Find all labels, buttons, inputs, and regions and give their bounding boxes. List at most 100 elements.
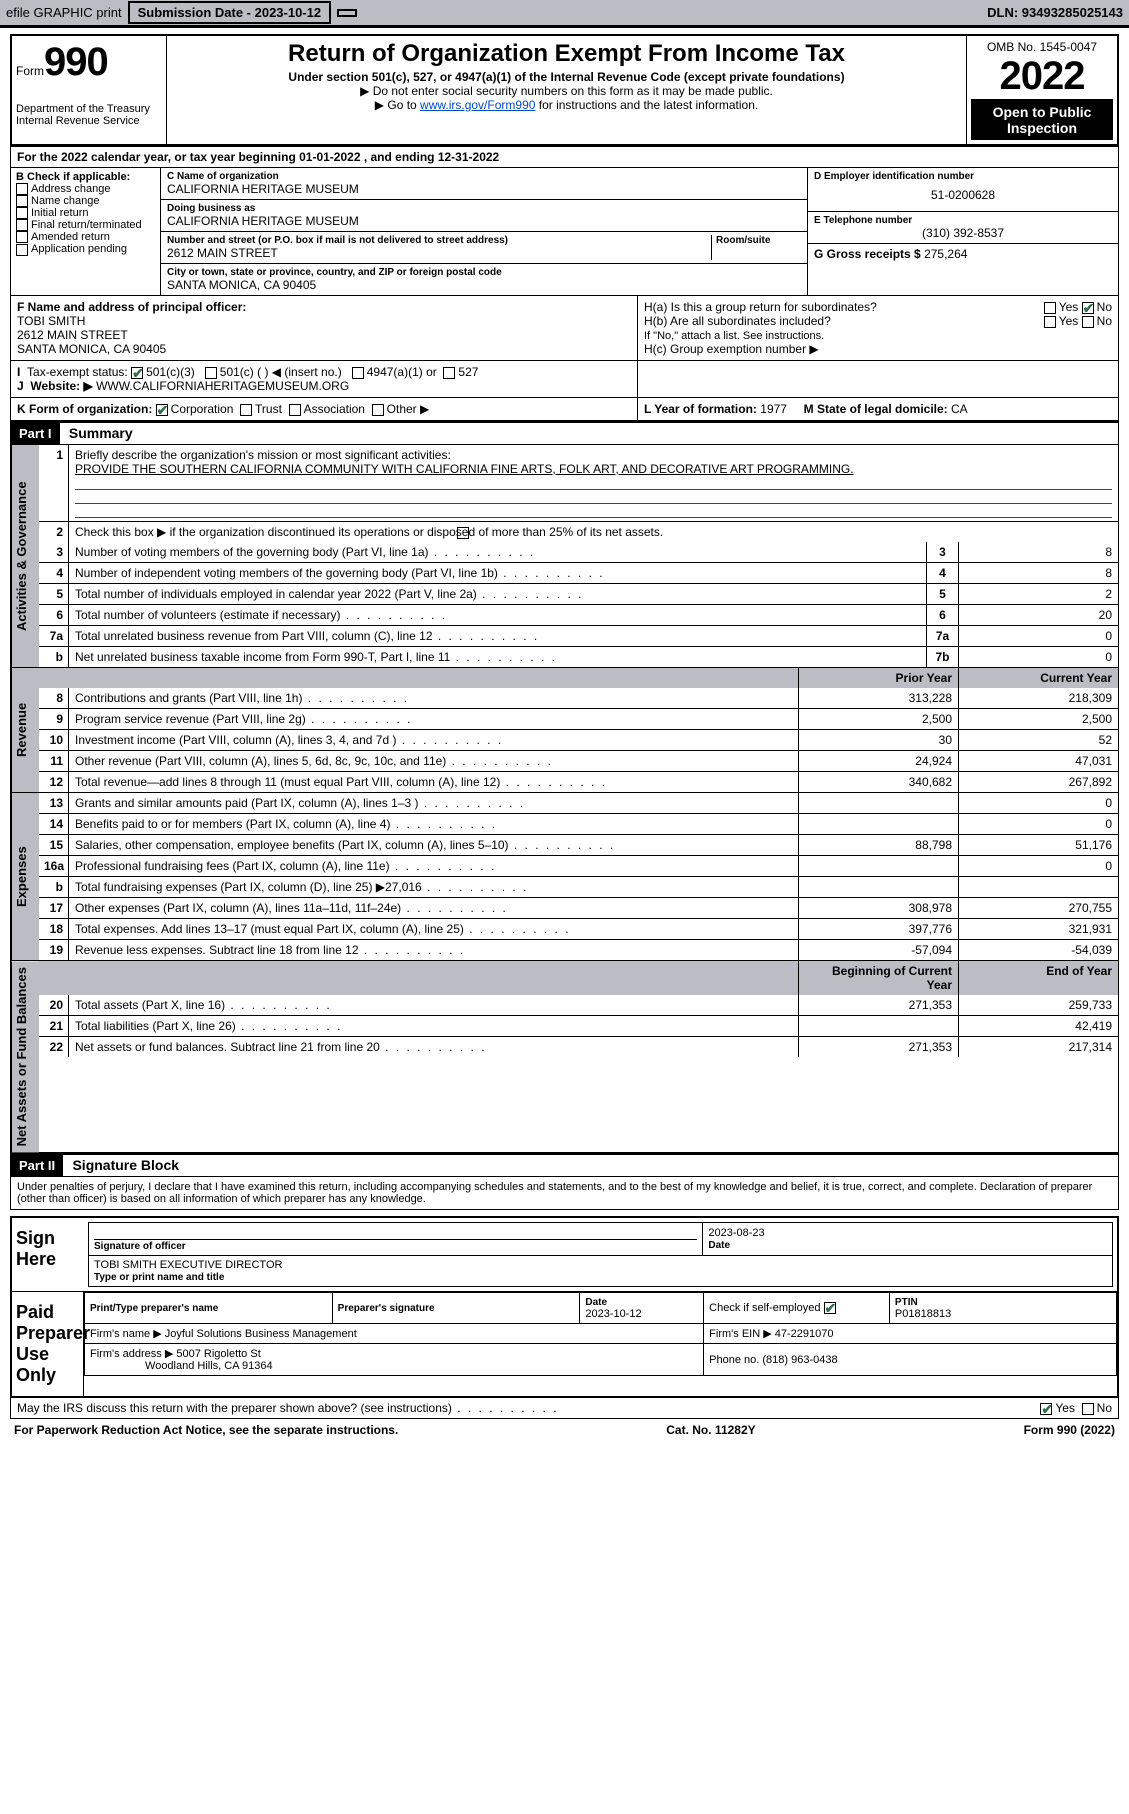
- governance-section: Activities & Governance 1 Briefly descri…: [10, 445, 1119, 668]
- cb-self-employed[interactable]: [824, 1302, 836, 1314]
- box-f: F Name and address of principal officer:…: [11, 296, 638, 360]
- table-row: 18Total expenses. Add lines 13–17 (must …: [39, 918, 1118, 939]
- sign-here-label: Sign Here: [12, 1218, 84, 1291]
- part2-header: Part II: [11, 1155, 63, 1176]
- cb-501c3[interactable]: [131, 367, 143, 379]
- table-row: 9Program service revenue (Part VIII, lin…: [39, 708, 1118, 729]
- box-d-e-g: D Employer identification number 51-0200…: [808, 168, 1118, 295]
- mission-text: PROVIDE THE SOUTHERN CALIFORNIA COMMUNIT…: [75, 462, 854, 476]
- checkbox-name-change[interactable]: [16, 195, 28, 207]
- top-bar: efile GRAPHIC print Submission Date - 20…: [0, 0, 1129, 28]
- info-grid: B Check if applicable: Address change Na…: [10, 168, 1119, 296]
- officer-sig-name: TOBI SMITH EXECUTIVE DIRECTOR: [94, 1259, 282, 1271]
- penalty-text: Under penalties of perjury, I declare th…: [10, 1177, 1119, 1210]
- table-row: 12Total revenue—add lines 8 through 11 (…: [39, 771, 1118, 792]
- revenue-section: Revenue Prior Year Current Year 8Contrib…: [10, 668, 1119, 793]
- discuss-yes[interactable]: [1040, 1403, 1052, 1415]
- form-subtitle: Under section 501(c), 527, or 4947(a)(1)…: [171, 70, 962, 84]
- sidebar-net-assets: Net Assets or Fund Balances: [11, 961, 39, 1152]
- gov-value: 0: [958, 647, 1118, 667]
- checkbox-pending[interactable]: [16, 244, 28, 256]
- org-name: CALIFORNIA HERITAGE MUSEUM: [167, 182, 801, 196]
- cb-trust[interactable]: [240, 404, 252, 416]
- page-footer: For Paperwork Reduction Act Notice, see …: [10, 1419, 1119, 1441]
- prep-date: 2023-10-12: [585, 1308, 641, 1320]
- cb-discontinued[interactable]: [457, 527, 469, 539]
- tax-year: 2022: [971, 54, 1113, 100]
- firm-addr: 5007 Rigoletto St: [176, 1348, 260, 1360]
- ein: 51-0200628: [814, 182, 1112, 208]
- discuss-no[interactable]: [1082, 1403, 1094, 1415]
- sidebar-governance: Activities & Governance: [11, 445, 39, 667]
- table-row: 21Total liabilities (Part X, line 26)42,…: [39, 1015, 1118, 1036]
- table-row: 22Net assets or fund balances. Subtract …: [39, 1036, 1118, 1057]
- net-assets-section: Net Assets or Fund Balances Beginning of…: [10, 961, 1119, 1153]
- firm-name: Joyful Solutions Business Management: [165, 1328, 357, 1340]
- ha-no[interactable]: [1082, 302, 1094, 314]
- open-inspection: Open to Public Inspection: [971, 100, 1113, 140]
- table-row: 20Total assets (Part X, line 16)271,3532…: [39, 995, 1118, 1015]
- table-row: 15Salaries, other compensation, employee…: [39, 834, 1118, 855]
- table-row: 11Other revenue (Part VIII, column (A), …: [39, 750, 1118, 771]
- table-row: 10Investment income (Part VIII, column (…: [39, 729, 1118, 750]
- gov-value: 0: [958, 626, 1118, 646]
- form-header: Form990 Department of the Treasury Inter…: [10, 34, 1119, 147]
- table-row: bTotal fundraising expenses (Part IX, co…: [39, 876, 1118, 897]
- box-b: B Check if applicable: Address change Na…: [11, 168, 161, 295]
- note-2: ▶ Go to www.irs.gov/Form990 for instruct…: [171, 98, 962, 112]
- gov-value: 2: [958, 584, 1118, 604]
- box-i-j: I Tax-exempt status: 501(c)(3) 501(c) ( …: [10, 361, 1119, 398]
- hb-yes[interactable]: [1044, 316, 1056, 328]
- box-f-h: F Name and address of principal officer:…: [10, 296, 1119, 361]
- ptin: P01818813: [895, 1308, 951, 1320]
- form-label: Form: [16, 64, 44, 78]
- cb-501c[interactable]: [205, 367, 217, 379]
- table-row: 16aProfessional fundraising fees (Part I…: [39, 855, 1118, 876]
- cb-corporation[interactable]: [156, 404, 168, 416]
- note-1: ▶ Do not enter social security numbers o…: [171, 84, 962, 98]
- table-row: 17Other expenses (Part IX, column (A), l…: [39, 897, 1118, 918]
- table-row: 13Grants and similar amounts paid (Part …: [39, 793, 1118, 813]
- firm-ein: 47-2291070: [775, 1328, 834, 1340]
- table-row: 14Benefits paid to or for members (Part …: [39, 813, 1118, 834]
- gov-value: 8: [958, 563, 1118, 583]
- box-h: H(a) Is this a group return for subordin…: [638, 296, 1118, 360]
- form-number: 990: [44, 40, 108, 84]
- submission-date-button[interactable]: Submission Date - 2023-10-12: [128, 1, 332, 24]
- checkbox-final-return[interactable]: [16, 219, 28, 231]
- street-address: 2612 MAIN STREET: [167, 246, 711, 260]
- paid-preparer-label: Paid Preparer Use Only: [12, 1292, 84, 1396]
- irs-link[interactable]: www.irs.gov/Form990: [420, 98, 535, 112]
- efile-label: efile GRAPHIC print: [6, 5, 122, 20]
- part1-title: Summary: [63, 422, 139, 444]
- telephone: (310) 392-8537: [814, 226, 1112, 240]
- part2-title: Signature Block: [66, 1154, 185, 1176]
- sidebar-expenses: Expenses: [11, 793, 39, 960]
- table-row: 19Revenue less expenses. Subtract line 1…: [39, 939, 1118, 960]
- dept-label: Department of the Treasury Internal Reve…: [16, 103, 162, 127]
- dba-name: CALIFORNIA HERITAGE MUSEUM: [167, 214, 801, 228]
- checkbox-address-change[interactable]: [16, 183, 28, 195]
- discuss-row: May the IRS discuss this return with the…: [10, 1398, 1119, 1419]
- state-domicile: CA: [951, 402, 968, 416]
- table-row: 8Contributions and grants (Part VIII, li…: [39, 688, 1118, 708]
- signature-block: Sign Here Signature of officer 2023-08-2…: [10, 1216, 1119, 1398]
- cb-association[interactable]: [289, 404, 301, 416]
- expenses-section: Expenses 13Grants and similar amounts pa…: [10, 793, 1119, 961]
- cb-4947[interactable]: [352, 367, 364, 379]
- hb-no[interactable]: [1082, 316, 1094, 328]
- checkbox-amended[interactable]: [16, 231, 28, 243]
- gross-receipts: 275,264: [924, 247, 967, 261]
- ha-yes[interactable]: [1044, 302, 1056, 314]
- year-formation: 1977: [760, 402, 787, 416]
- dln-label: DLN: 93493285025143: [987, 5, 1123, 20]
- sig-date: 2023-08-23: [708, 1227, 764, 1239]
- form-title: Return of Organization Exempt From Incom…: [171, 40, 962, 68]
- empty-button[interactable]: [337, 9, 357, 17]
- cb-527[interactable]: [443, 367, 455, 379]
- cb-other[interactable]: [372, 404, 384, 416]
- period-row: For the 2022 calendar year, or tax year …: [10, 147, 1119, 168]
- checkbox-initial-return[interactable]: [16, 207, 28, 219]
- firm-phone: (818) 963-0438: [762, 1354, 837, 1366]
- sidebar-revenue: Revenue: [11, 668, 39, 792]
